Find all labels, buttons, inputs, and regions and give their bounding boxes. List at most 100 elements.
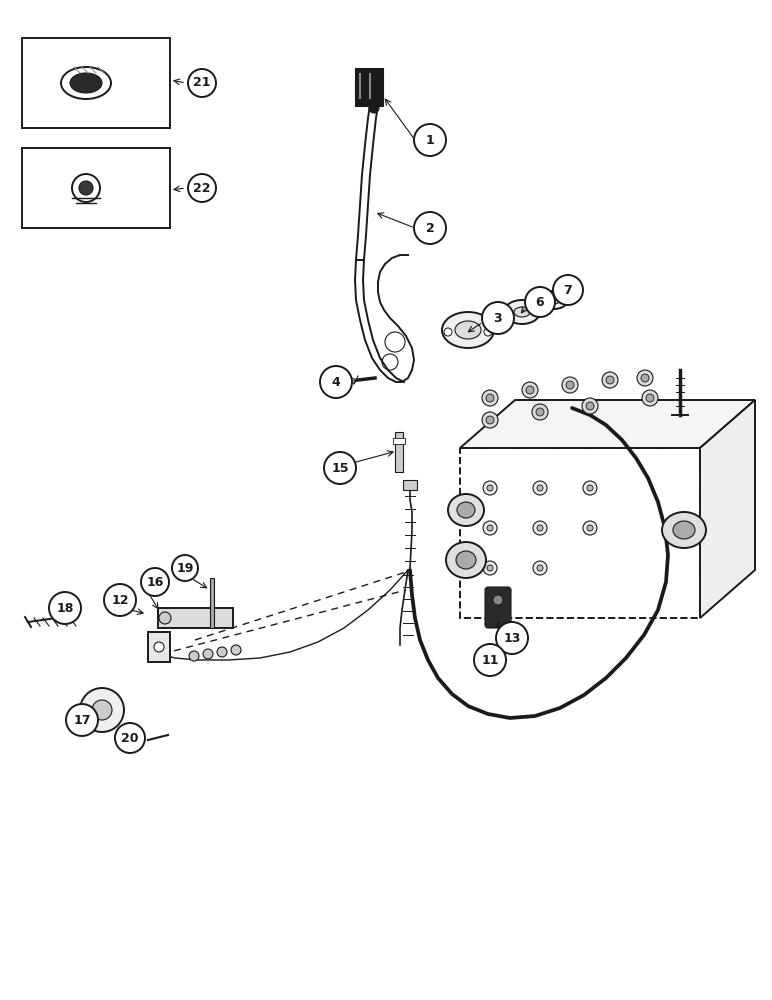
Text: 7: 7	[564, 284, 572, 296]
Circle shape	[115, 723, 145, 753]
Circle shape	[525, 287, 555, 317]
FancyBboxPatch shape	[485, 587, 511, 628]
Circle shape	[482, 302, 514, 334]
Text: 11: 11	[481, 654, 499, 666]
Ellipse shape	[548, 296, 560, 304]
Circle shape	[606, 376, 614, 384]
Text: 16: 16	[147, 576, 164, 588]
Text: 22: 22	[193, 182, 211, 194]
Text: 4: 4	[332, 375, 340, 388]
Circle shape	[533, 561, 547, 575]
Ellipse shape	[514, 307, 530, 317]
Circle shape	[587, 485, 593, 491]
Ellipse shape	[504, 300, 540, 324]
Bar	[22, 38, 170, 128]
Circle shape	[496, 622, 528, 654]
Circle shape	[537, 525, 543, 531]
Circle shape	[536, 408, 544, 416]
Circle shape	[79, 181, 93, 195]
Circle shape	[154, 642, 164, 652]
Text: 20: 20	[121, 732, 139, 744]
Circle shape	[80, 688, 124, 732]
Ellipse shape	[457, 502, 475, 518]
Text: 3: 3	[493, 312, 503, 324]
Bar	[393, 438, 405, 444]
Circle shape	[642, 390, 658, 406]
Ellipse shape	[448, 494, 484, 526]
Bar	[403, 480, 417, 490]
Bar	[22, 148, 170, 228]
Circle shape	[369, 103, 379, 113]
Circle shape	[487, 485, 493, 491]
Circle shape	[217, 647, 227, 657]
Circle shape	[324, 452, 356, 484]
Circle shape	[66, 704, 98, 736]
Bar	[148, 632, 170, 662]
Circle shape	[537, 565, 543, 571]
Polygon shape	[460, 400, 755, 448]
Text: 12: 12	[111, 593, 129, 606]
Circle shape	[414, 124, 446, 156]
Circle shape	[104, 584, 136, 616]
Circle shape	[49, 592, 81, 624]
Circle shape	[583, 481, 597, 495]
Circle shape	[414, 212, 446, 244]
Circle shape	[172, 555, 198, 581]
Circle shape	[189, 651, 199, 661]
Ellipse shape	[446, 542, 486, 578]
Circle shape	[483, 481, 497, 495]
Ellipse shape	[673, 521, 695, 539]
Text: 19: 19	[176, 562, 194, 574]
Text: 1: 1	[425, 133, 435, 146]
Text: 15: 15	[331, 462, 349, 475]
Bar	[395, 432, 403, 472]
Circle shape	[188, 69, 216, 97]
Ellipse shape	[455, 321, 481, 339]
Circle shape	[637, 370, 653, 386]
Text: 21: 21	[193, 77, 211, 90]
Circle shape	[203, 649, 213, 659]
Circle shape	[482, 412, 498, 428]
Ellipse shape	[662, 512, 706, 548]
Circle shape	[493, 595, 503, 605]
Circle shape	[188, 174, 216, 202]
Circle shape	[320, 366, 352, 398]
Circle shape	[444, 328, 452, 336]
Ellipse shape	[70, 73, 102, 93]
Circle shape	[553, 275, 583, 305]
Ellipse shape	[456, 551, 476, 569]
Circle shape	[159, 612, 171, 624]
Circle shape	[526, 386, 534, 394]
Circle shape	[532, 404, 548, 420]
Circle shape	[483, 561, 497, 575]
Circle shape	[602, 372, 618, 388]
Text: 18: 18	[56, 601, 73, 614]
Circle shape	[537, 485, 543, 491]
Text: 2: 2	[425, 222, 435, 234]
Text: 6: 6	[536, 296, 544, 308]
Circle shape	[522, 382, 538, 398]
Circle shape	[487, 525, 493, 531]
Bar	[460, 448, 700, 618]
Circle shape	[533, 481, 547, 495]
Circle shape	[586, 402, 594, 410]
Circle shape	[92, 700, 112, 720]
Circle shape	[484, 328, 492, 336]
Circle shape	[486, 394, 494, 402]
Circle shape	[566, 381, 574, 389]
Text: 17: 17	[73, 714, 91, 726]
Polygon shape	[700, 400, 755, 618]
Circle shape	[487, 565, 493, 571]
Ellipse shape	[540, 291, 568, 309]
Circle shape	[231, 645, 241, 655]
Circle shape	[587, 525, 593, 531]
Bar	[210, 578, 214, 628]
Circle shape	[583, 521, 597, 535]
Circle shape	[141, 568, 169, 596]
Ellipse shape	[442, 312, 494, 348]
Circle shape	[533, 521, 547, 535]
Circle shape	[562, 377, 578, 393]
Circle shape	[641, 374, 649, 382]
Circle shape	[483, 521, 497, 535]
Circle shape	[646, 394, 654, 402]
